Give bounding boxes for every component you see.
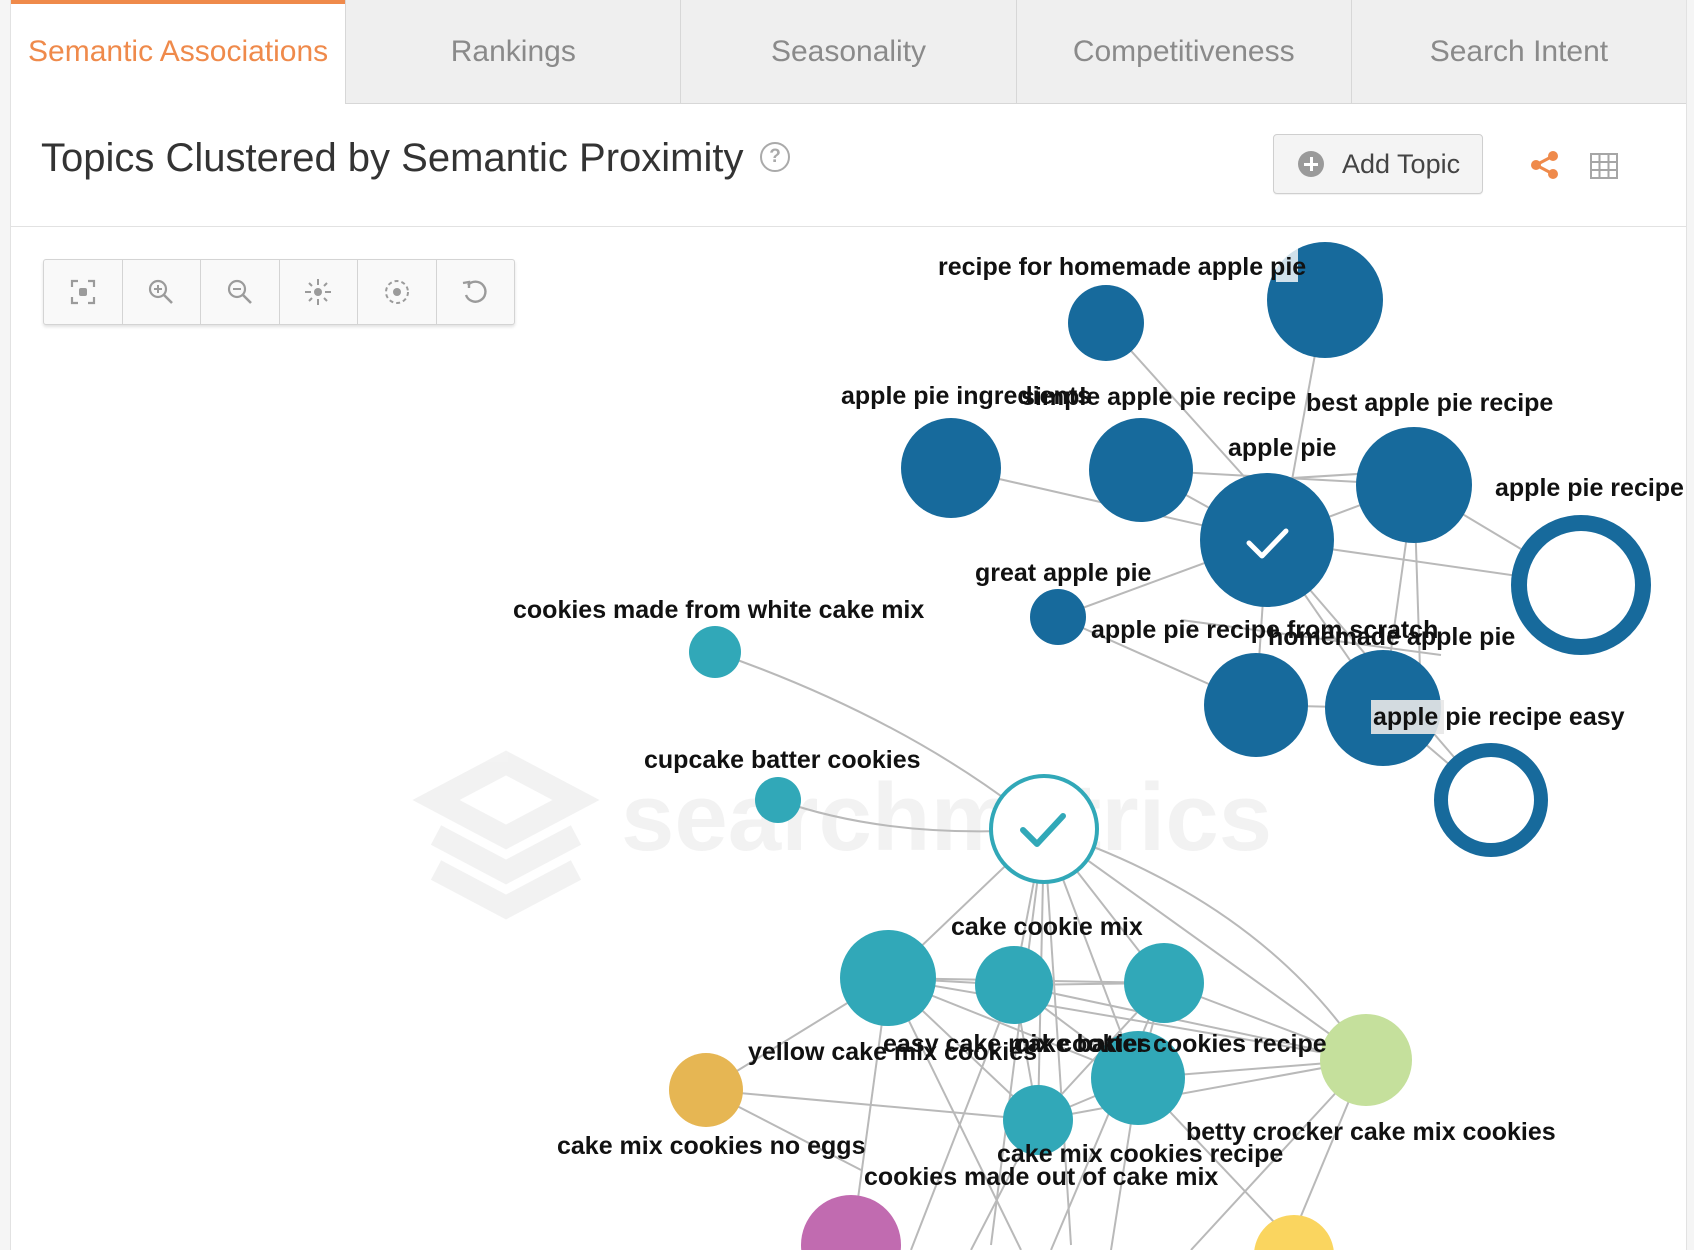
label-cake-batter-recipe: cake batter cookies recipe	[1014, 1030, 1327, 1058]
tab-rankings[interactable]: Rankings	[345, 0, 681, 104]
node-great-apple-pie[interactable]	[1030, 589, 1086, 645]
page-title: Topics Clustered by Semantic Proximity	[41, 136, 744, 180]
node-cake-mix-cookies-recipe[interactable]	[1091, 1031, 1185, 1125]
add-topic-button[interactable]: Add Topic	[1273, 134, 1483, 194]
label-homemade-apple-pie: homemade apple pie	[1268, 623, 1515, 651]
node-apple-pie-selected[interactable]	[1200, 473, 1334, 607]
label-made-out-of: cookies made out of cake mix	[864, 1163, 1218, 1191]
node-apple-pie-recipe[interactable]	[1511, 515, 1651, 655]
label-recipe-homemade: recipe for homemade apple pie	[938, 253, 1306, 281]
graph-toolbar	[43, 259, 515, 325]
fit-screen-button[interactable]	[44, 260, 122, 324]
label-apple-pie: apple pie	[1228, 434, 1336, 462]
tab-bar: Semantic Associations Rankings Seasonali…	[11, 0, 1686, 104]
node-cookies-made-out-of-cake-mix[interactable]	[1003, 1085, 1073, 1155]
watermark-text: searchmetrics	[621, 764, 1272, 871]
tab-seasonality[interactable]: Seasonality	[680, 0, 1016, 104]
focus-icon	[384, 280, 409, 304]
tab-search-intent[interactable]: Search Intent	[1350, 0, 1686, 104]
apple-cluster-nodes[interactable]	[901, 242, 1651, 857]
label-yellow-cake-mix: yellow cake mix cookies	[748, 1038, 1037, 1066]
label-great-apple-pie: great apple pie	[975, 559, 1152, 587]
reset-icon	[463, 280, 487, 303]
node-yellow-cake-mix-cookies[interactable]	[840, 930, 936, 1026]
node-bottom-magenta[interactable]	[801, 1195, 901, 1250]
check-icon	[1020, 813, 1066, 847]
label-no-eggs: cake mix cookies no eggs	[557, 1132, 865, 1160]
table-view-icon[interactable]	[1589, 152, 1619, 180]
semantic-graph[interactable]: searchmetrics	[11, 0, 1686, 1250]
label-cookies-recipe: cake mix cookies recipe	[997, 1140, 1283, 1168]
node-cupcake-batter-cookies[interactable]	[755, 777, 801, 823]
node-cake-mix-cookies-no-eggs[interactable]	[669, 1053, 743, 1127]
add-topic-label: Add Topic	[1342, 148, 1461, 179]
tab-competitiveness[interactable]: Competitiveness	[1015, 0, 1351, 104]
label-easy-cake: easy cake mix cookies	[883, 1030, 1151, 1058]
cake-cluster-nodes[interactable]	[669, 626, 1412, 1250]
network-view-icon[interactable]	[1528, 148, 1562, 182]
node-cookies-made-from-white-cake-mix[interactable]	[689, 626, 741, 678]
label-apple-ingredients: apple pie ingredients	[841, 382, 1091, 410]
node-apple-pie-ingredients[interactable]	[901, 418, 1001, 518]
zoom-out-button[interactable]	[200, 260, 279, 324]
node-best-apple-pie-recipe[interactable]	[1356, 427, 1472, 543]
check-icon	[1246, 528, 1289, 559]
node-cake-cookie-mix-selected[interactable]	[989, 774, 1099, 884]
label-from-scratch: apple pie recipe from scratch	[1091, 616, 1438, 644]
zoom-out-icon	[227, 279, 252, 304]
node-cake-batter-cookies-recipe[interactable]	[1124, 943, 1204, 1023]
label-cookies-white-cake: cookies made from white cake mix	[513, 596, 924, 624]
label-cupcake-batter: cupcake batter cookies	[644, 746, 921, 774]
label-cake-cookie-mix: cake cookie mix	[951, 913, 1143, 941]
center-icon	[305, 279, 332, 305]
node-apple-pie-recipe-easy[interactable]	[1434, 743, 1548, 857]
label-simple-recipe: simple apple pie recipe	[1021, 383, 1296, 411]
node-recipe-homemade-apple-pie[interactable]	[1068, 285, 1144, 361]
node-bottom-yellow[interactable]	[1254, 1215, 1334, 1250]
node-simple-apple-pie-recipe[interactable]	[1089, 418, 1193, 522]
title-bar: Topics Clustered by Semantic Proximity ?…	[11, 104, 1686, 227]
zoom-in-icon	[149, 279, 174, 304]
plus-circle-icon	[1298, 151, 1324, 177]
label-apple-pie-recipe: apple pie recipe	[1495, 474, 1684, 502]
label-best-recipe: best apple pie recipe	[1306, 389, 1553, 417]
graph-labels: recipe for homemade apple pie apple pie …	[513, 232, 1684, 1191]
app-frame: Semantic Associations Rankings Seasonali…	[10, 0, 1687, 1250]
center-button[interactable]	[278, 260, 358, 324]
label-betty-crocker: betty crocker cake mix cookies	[1186, 1118, 1556, 1146]
zoom-in-button[interactable]	[121, 260, 201, 324]
reset-button[interactable]	[435, 260, 515, 324]
fit-screen-icon	[70, 279, 95, 305]
node-betty-crocker-cake-mix-cookies[interactable]	[1320, 1014, 1412, 1106]
focus-button[interactable]	[357, 260, 436, 324]
label-recipe-easy: apple pie recipe easy	[1373, 703, 1625, 731]
node-easy-cake-mix-cookies[interactable]	[975, 946, 1053, 1024]
node-apple-pie-recipe-from-scratch[interactable]	[1204, 653, 1308, 757]
tab-semantic-associations[interactable]: Semantic Associations	[11, 0, 346, 104]
help-icon[interactable]: ?	[760, 142, 790, 172]
searchmetrics-watermark: searchmetrics	[412, 750, 1272, 920]
